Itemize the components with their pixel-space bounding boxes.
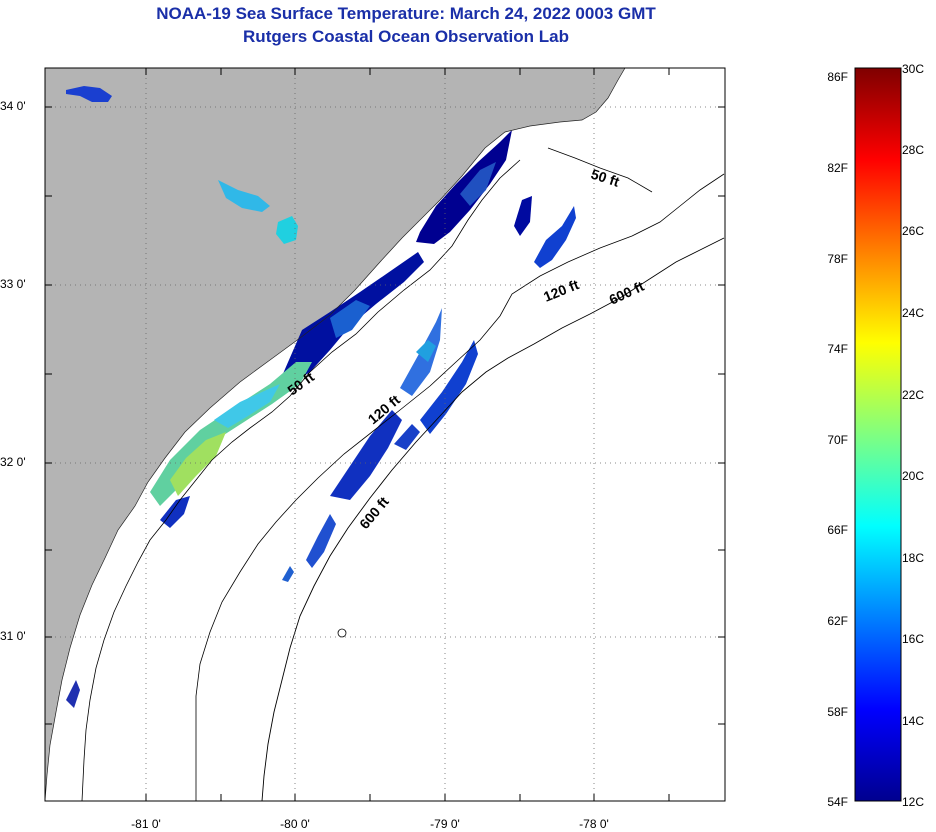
colorbar [854, 67, 902, 802]
map-frame [44, 67, 726, 802]
graticule [45, 68, 725, 801]
colorbar-c-label: 28C [902, 143, 925, 157]
colorbar-f-label: 62F [827, 614, 848, 628]
land-mass [45, 68, 625, 801]
map-subtitle: Rutgers Coastal Ocean Observation Lab [243, 27, 569, 46]
lat-label-33: 33 0' [0, 277, 26, 291]
lat-label-34: 34 0' [0, 99, 26, 113]
colorbar-c-label: 18C [902, 551, 925, 565]
colorbar-f-label: 74F [827, 342, 848, 356]
lon-label-79: -79 0' [430, 817, 460, 831]
contour-50ft [81, 147, 653, 801]
colorbar-c-label: 24C [902, 306, 925, 320]
lat-label-32: 32 0' [0, 455, 26, 469]
sst-data [66, 86, 576, 708]
colorbar-c-label: 16C [902, 632, 925, 646]
coastline [45, 68, 626, 801]
colorbar-c-label: 20C [902, 469, 925, 483]
axis-ticks [45, 68, 725, 801]
colorbar-c-label: 12C [902, 795, 925, 809]
contour-120ft [195, 173, 725, 801]
colorbar-c-label: 30C [902, 62, 925, 76]
contour-600ft [261, 237, 725, 801]
colorbar-f-label: 70F [827, 433, 848, 447]
colorbar-f-label: 66F [827, 523, 848, 537]
colorbar-c-label: 14C [902, 714, 925, 728]
colorbar-c-label: 26C [902, 224, 925, 238]
colorbar-f-label: 82F [827, 161, 848, 175]
colorbar-f-label: 54F [827, 795, 848, 809]
colorbar-c-label: 22C [902, 388, 925, 402]
lon-label-81: -81 0' [131, 817, 161, 831]
colorbar-f-label: 86F [827, 70, 848, 84]
map-title: NOAA-19 Sea Surface Temperature: March 2… [156, 4, 656, 23]
lon-label-78: -78 0' [579, 817, 609, 831]
colorbar-f-label: 58F [827, 705, 848, 719]
lon-label-80: -80 0' [280, 817, 310, 831]
colorbar-f-label: 78F [827, 252, 848, 266]
lat-label-31: 31 0' [0, 629, 26, 643]
seamount-contour [337, 628, 347, 638]
